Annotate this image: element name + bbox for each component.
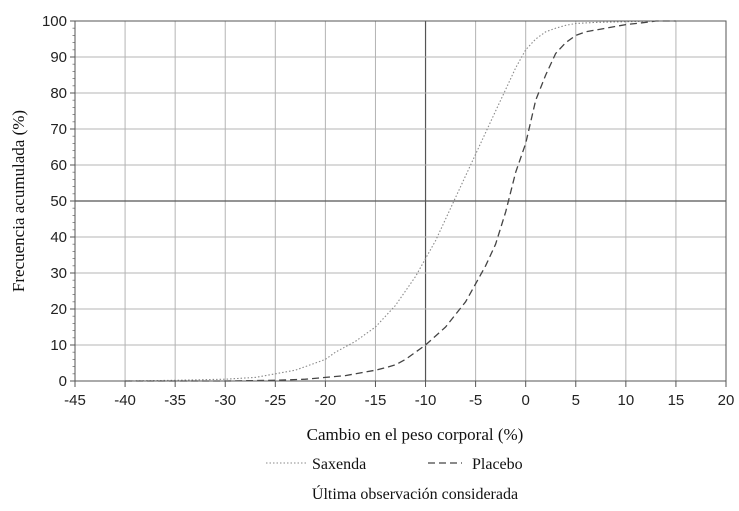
- y-tick-label: 20: [50, 301, 67, 318]
- x-tick-label: -5: [469, 392, 482, 409]
- x-tick-label: -25: [264, 392, 286, 409]
- y-tick-label: 10: [50, 337, 67, 354]
- x-tick-label: -15: [365, 392, 387, 409]
- series-line-placebo: [125, 20, 676, 382]
- x-tick-label: 5: [572, 392, 580, 409]
- x-tick-label: 10: [618, 392, 635, 409]
- y-tick-label: 80: [50, 85, 67, 102]
- x-tick-label: -30: [214, 392, 236, 409]
- x-tick-label: -20: [315, 392, 337, 409]
- series-line-saxenda: [125, 20, 696, 382]
- chart-footnote: Última observación considerada: [312, 484, 518, 503]
- y-tick-label: 40: [50, 229, 67, 246]
- x-tick-label: -40: [114, 392, 136, 409]
- y-tick-label: 30: [50, 265, 67, 282]
- y-tick-label: 0: [59, 373, 67, 390]
- series-lines: [125, 20, 696, 382]
- x-axis-ticks: -45 -40 -35 -30 -25 -20 -15 -10 -5 0 5 10 15 20: [64, 381, 734, 409]
- y-tick-label: 90: [50, 49, 67, 66]
- y-tick-label: 70: [50, 121, 67, 138]
- legend-label-placebo: Placebo: [472, 456, 523, 473]
- x-tick-label: 20: [718, 392, 735, 409]
- x-tick-label: -35: [164, 392, 186, 409]
- x-tick-label: -45: [64, 392, 86, 409]
- y-axis-label: Frecuencia acumulada (%): [9, 110, 28, 292]
- x-tick-label: 15: [668, 392, 685, 409]
- y-tick-label: 50: [50, 193, 67, 210]
- legend-label-saxenda: Saxenda: [312, 456, 366, 473]
- x-tick-label: -10: [415, 392, 437, 409]
- y-tick-label: 100: [42, 13, 67, 30]
- y-tick-label: 60: [50, 157, 67, 174]
- x-axis-label: Cambio en el peso corporal (%): [307, 425, 524, 444]
- y-axis-ticks: 0 10 20 30 40 50 60 70 80 90 100: [42, 13, 75, 390]
- x-tick-label: 0: [522, 392, 530, 409]
- legend: Saxenda Placebo: [266, 456, 523, 473]
- grid: [75, 21, 726, 381]
